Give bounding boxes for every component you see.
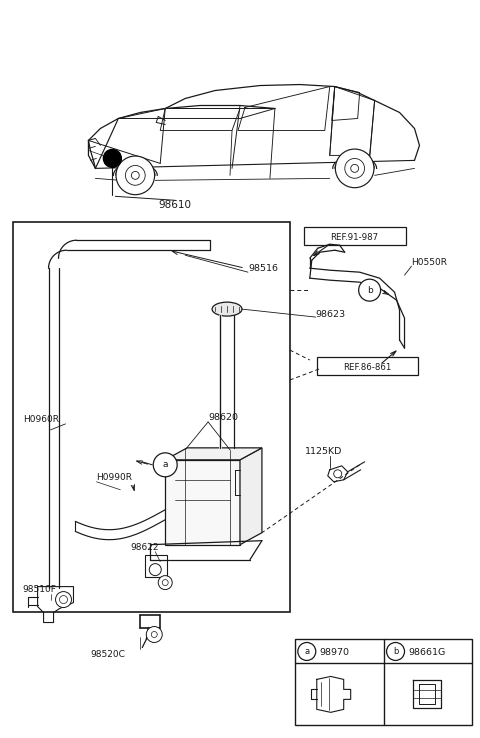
- Bar: [165, 460, 240, 545]
- Polygon shape: [165, 448, 262, 460]
- Circle shape: [56, 592, 72, 607]
- Text: 98510F: 98510F: [23, 585, 57, 594]
- Circle shape: [336, 149, 374, 187]
- Text: H0550R: H0550R: [411, 258, 447, 266]
- Text: REF.91-987: REF.91-987: [331, 232, 379, 242]
- Text: H0960R: H0960R: [23, 415, 59, 424]
- Text: 98970: 98970: [320, 648, 350, 657]
- Circle shape: [298, 643, 316, 661]
- Text: a: a: [304, 647, 310, 656]
- Bar: [145, 555, 167, 576]
- Circle shape: [103, 149, 121, 168]
- Text: a: a: [162, 461, 168, 469]
- Text: H0990R: H0990R: [96, 473, 132, 483]
- Text: b: b: [393, 647, 398, 656]
- Circle shape: [149, 564, 161, 576]
- Text: 98520C: 98520C: [90, 650, 125, 659]
- Text: 98610: 98610: [159, 200, 192, 210]
- Ellipse shape: [212, 302, 242, 316]
- Text: 98661G: 98661G: [408, 648, 446, 657]
- Text: 1125KD: 1125KD: [305, 447, 342, 456]
- Text: 98623: 98623: [316, 310, 346, 319]
- Circle shape: [386, 643, 405, 661]
- Circle shape: [359, 279, 381, 301]
- Text: 98622: 98622: [130, 543, 159, 552]
- Circle shape: [153, 453, 177, 477]
- FancyBboxPatch shape: [317, 357, 419, 375]
- FancyBboxPatch shape: [304, 227, 406, 245]
- Bar: [12, 222, 290, 612]
- Text: 98516: 98516: [248, 263, 278, 272]
- Circle shape: [158, 576, 172, 590]
- Polygon shape: [240, 448, 262, 545]
- Text: b: b: [367, 286, 372, 294]
- Text: 98620: 98620: [208, 413, 238, 422]
- Circle shape: [146, 627, 162, 643]
- Circle shape: [116, 156, 155, 195]
- Bar: [295, 640, 472, 725]
- Text: REF.86-861: REF.86-861: [344, 362, 392, 371]
